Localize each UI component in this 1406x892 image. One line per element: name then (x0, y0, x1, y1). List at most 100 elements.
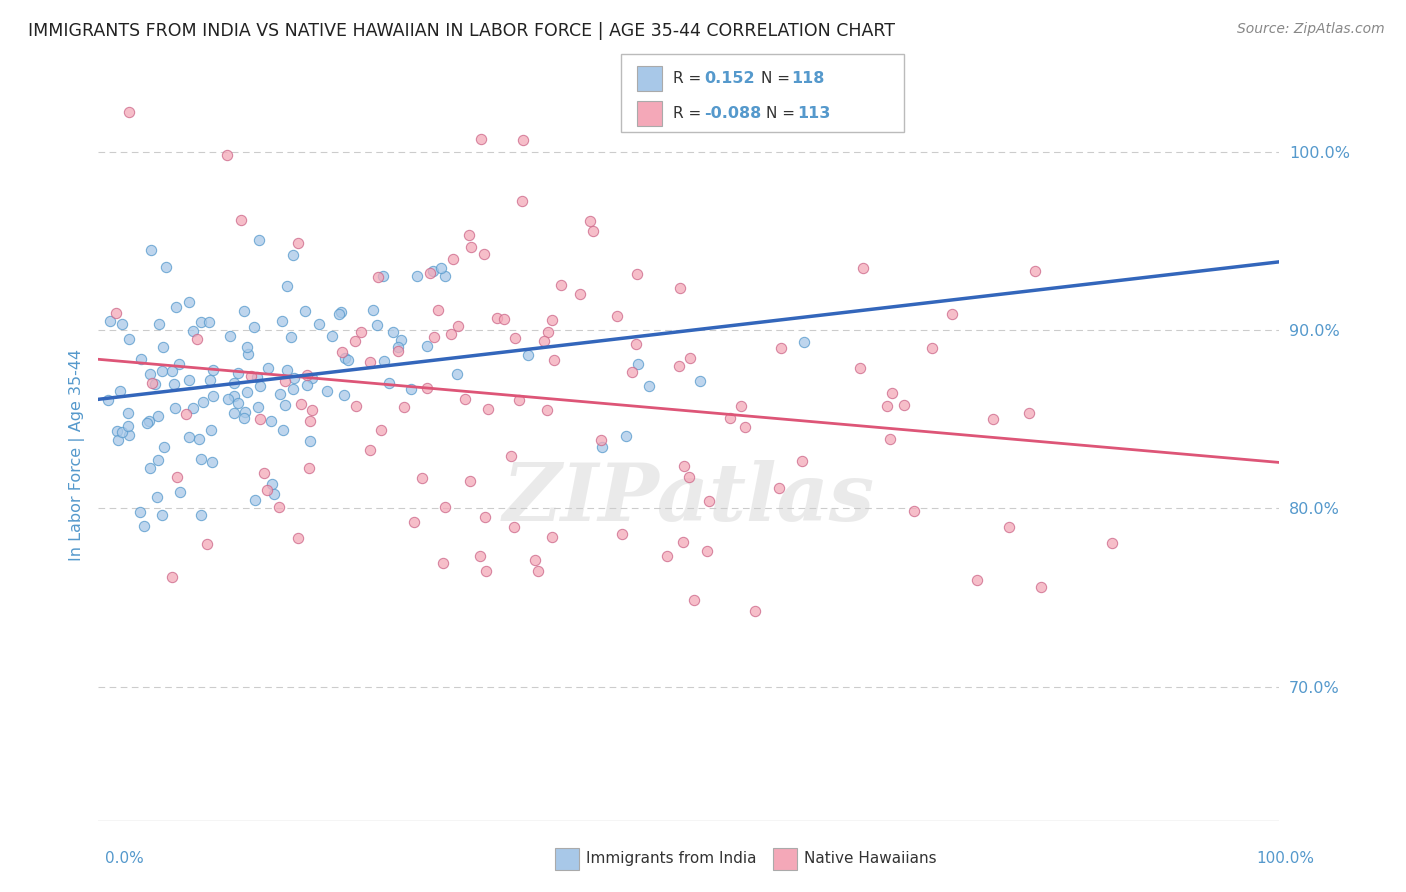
Text: N =: N = (766, 106, 800, 120)
Point (246, 369, 269, 384)
Point (222, 389, 245, 403)
Point (903, 504, 925, 518)
Text: Immigrants from India: Immigrants from India (586, 851, 756, 865)
Point (139, 368, 162, 382)
Text: R =: R = (673, 106, 707, 120)
Point (460, 240, 482, 254)
Point (416, 380, 439, 394)
Point (678, 469, 700, 483)
Point (98, 313, 121, 327)
Point (188, 432, 211, 446)
Point (718, 410, 741, 425)
Point (893, 398, 915, 412)
Point (1101, 536, 1123, 550)
Point (472, 247, 495, 261)
Point (524, 552, 547, 566)
Point (389, 333, 412, 347)
Point (165, 401, 187, 415)
Point (271, 314, 294, 328)
Point (333, 351, 356, 365)
Point (416, 339, 439, 353)
Point (202, 389, 225, 403)
Point (477, 402, 499, 417)
Point (921, 341, 943, 355)
Point (533, 334, 555, 348)
Point (150, 364, 173, 378)
Point (280, 330, 302, 344)
Point (510, 194, 533, 209)
Point (382, 326, 405, 340)
Point (146, 490, 169, 504)
Point (359, 443, 381, 458)
Point (138, 460, 160, 475)
Point (734, 420, 756, 434)
Point (422, 263, 444, 277)
Point (162, 376, 184, 391)
Text: IMMIGRANTS FROM INDIA VS NATIVE HAWAIIAN IN LABOR FORCE | AGE 35-44 CORRELATION : IMMIGRANTS FROM INDIA VS NATIVE HAWAIIAN… (28, 22, 896, 40)
Point (226, 366, 249, 380)
Point (568, 286, 591, 301)
Point (852, 261, 875, 276)
Point (155, 260, 177, 275)
Point (697, 494, 720, 508)
Point (626, 267, 648, 281)
Point (243, 320, 266, 334)
Point (236, 384, 259, 399)
Point (301, 371, 323, 385)
Point (458, 475, 481, 489)
Point (236, 346, 259, 360)
Point (849, 360, 872, 375)
Point (166, 470, 188, 484)
Point (744, 604, 766, 618)
Point (768, 481, 790, 495)
Point (165, 300, 187, 314)
Point (190, 508, 212, 523)
Point (107, 434, 129, 448)
Point (441, 252, 464, 266)
Point (373, 353, 395, 368)
Point (332, 345, 354, 359)
Point (179, 430, 201, 444)
Point (262, 477, 284, 491)
Point (485, 310, 508, 325)
Point (224, 376, 246, 390)
Point (294, 304, 316, 318)
Point (167, 357, 190, 371)
Point (879, 432, 901, 446)
Point (321, 328, 343, 343)
Point (281, 382, 304, 396)
Text: Source: ZipAtlas.com: Source: ZipAtlas.com (1237, 22, 1385, 37)
Point (269, 500, 291, 515)
Point (411, 471, 433, 485)
Point (162, 570, 184, 584)
Point (447, 319, 470, 334)
Point (1024, 264, 1046, 278)
Point (512, 133, 534, 147)
Point (131, 351, 153, 366)
Point (224, 406, 246, 420)
Point (336, 353, 359, 368)
Point (474, 564, 496, 578)
Point (308, 318, 330, 332)
Point (689, 374, 711, 388)
Point (541, 313, 564, 327)
Point (263, 487, 285, 501)
Point (434, 268, 457, 283)
Point (366, 318, 388, 333)
Point (536, 402, 558, 417)
Point (591, 434, 613, 448)
Point (287, 531, 309, 545)
Point (541, 530, 564, 544)
Point (981, 411, 1004, 425)
Point (454, 392, 477, 407)
Point (179, 373, 201, 387)
Point (378, 376, 401, 390)
Point (579, 214, 602, 228)
Point (624, 337, 647, 351)
Point (1018, 406, 1040, 420)
Point (247, 400, 270, 414)
Point (678, 351, 700, 366)
Point (136, 417, 159, 431)
Point (186, 332, 208, 346)
Point (190, 452, 212, 467)
